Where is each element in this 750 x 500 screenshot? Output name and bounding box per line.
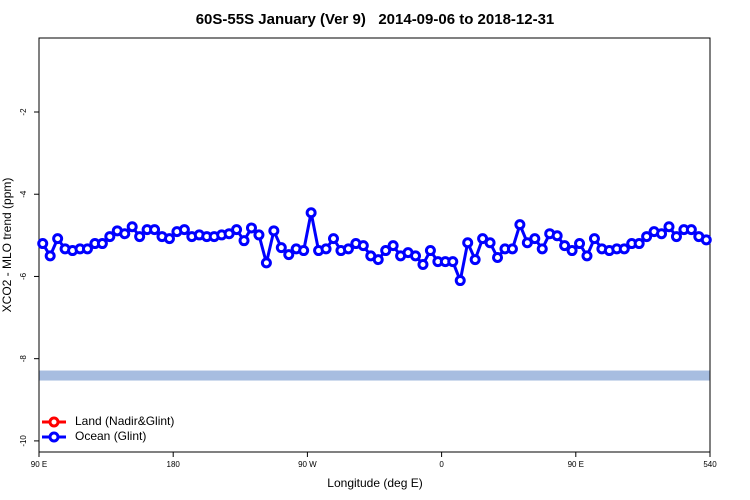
point bbox=[327, 233, 339, 245]
point bbox=[231, 224, 243, 236]
point bbox=[134, 231, 146, 243]
point bbox=[260, 257, 272, 269]
point bbox=[447, 256, 459, 268]
point bbox=[178, 224, 190, 236]
point bbox=[357, 240, 369, 252]
point bbox=[514, 219, 526, 231]
point bbox=[126, 221, 138, 233]
point bbox=[268, 225, 280, 237]
point bbox=[372, 254, 384, 266]
y-tick-label: -10 bbox=[19, 435, 28, 447]
point bbox=[238, 235, 250, 247]
point bbox=[104, 231, 116, 243]
y-tick-label: -2 bbox=[19, 108, 28, 116]
point bbox=[462, 237, 474, 249]
point bbox=[536, 243, 548, 255]
point bbox=[506, 243, 518, 255]
x-tick-label: 90 E bbox=[31, 460, 47, 469]
y-axis-label: XCO2 - MLO trend (ppm) bbox=[0, 178, 14, 313]
point bbox=[253, 229, 265, 241]
point bbox=[559, 240, 571, 252]
point bbox=[275, 242, 287, 254]
point bbox=[149, 224, 161, 236]
point bbox=[163, 233, 175, 245]
x-tick-label: 0 bbox=[439, 460, 444, 469]
point bbox=[380, 245, 392, 257]
point bbox=[410, 250, 422, 262]
point bbox=[81, 243, 93, 255]
point bbox=[387, 240, 399, 252]
point bbox=[305, 207, 317, 219]
point bbox=[670, 231, 682, 243]
legend-label: Ocean (Glint) bbox=[75, 429, 146, 443]
y-tick-label: -6 bbox=[19, 272, 28, 280]
x-tick-label: 90 E bbox=[568, 460, 584, 469]
point bbox=[283, 249, 295, 261]
point bbox=[484, 237, 496, 249]
legend-label: Land (Nadir&Glint) bbox=[75, 414, 174, 428]
x-tick-label: 540 bbox=[703, 460, 717, 469]
point bbox=[618, 243, 630, 255]
point bbox=[119, 228, 131, 240]
x-axis-label: Longitude (deg E) bbox=[327, 476, 422, 490]
x-tick-label: 180 bbox=[167, 460, 181, 469]
point bbox=[663, 221, 675, 233]
point bbox=[656, 228, 668, 240]
point bbox=[633, 238, 645, 250]
y-tick-label: -4 bbox=[19, 190, 28, 198]
point bbox=[529, 233, 541, 245]
point bbox=[700, 234, 712, 246]
band bbox=[39, 370, 710, 381]
point bbox=[469, 254, 481, 266]
point bbox=[574, 238, 586, 250]
point bbox=[551, 230, 563, 242]
point bbox=[424, 245, 436, 257]
point bbox=[492, 252, 504, 264]
legend-marker bbox=[48, 431, 60, 443]
point bbox=[298, 245, 310, 257]
point bbox=[96, 238, 108, 250]
point bbox=[320, 243, 332, 255]
point bbox=[641, 231, 653, 243]
point bbox=[342, 243, 354, 255]
point bbox=[581, 250, 593, 262]
x-tick-label: 90 W bbox=[298, 460, 317, 469]
point bbox=[685, 224, 697, 236]
point bbox=[588, 233, 600, 245]
legend-marker bbox=[48, 416, 60, 428]
point bbox=[566, 245, 578, 257]
point bbox=[245, 222, 257, 234]
plot-frame bbox=[38, 37, 711, 453]
point bbox=[44, 250, 56, 262]
point bbox=[417, 259, 429, 271]
point bbox=[454, 275, 466, 287]
chart-title: 60S-55S January (Ver 9) 2014-09-06 to 20… bbox=[196, 11, 555, 28]
y-tick-label: -8 bbox=[19, 355, 28, 363]
point bbox=[52, 233, 64, 245]
point bbox=[37, 238, 49, 250]
